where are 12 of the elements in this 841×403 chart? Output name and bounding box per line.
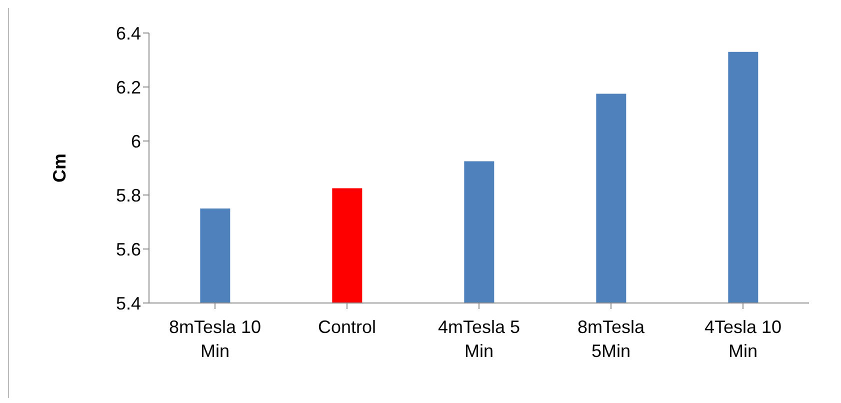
y-tick-label: 5.8	[116, 185, 141, 206]
y-tick-label: 6.2	[116, 77, 141, 98]
y-tick-label: 6	[130, 131, 141, 152]
x-tick-label: Control	[318, 317, 376, 337]
x-tick-label: 8mTesla 10 Min	[168, 317, 262, 361]
y-tick-label: 5.4	[116, 293, 141, 314]
x-tick-label: 4Tesla 10 Min	[704, 317, 782, 361]
x-tick-label: 8mTesla 5Min	[577, 317, 646, 361]
y-tick-label: 6.4	[116, 23, 141, 44]
y-axis-title: Cm	[49, 153, 70, 183]
y-tick-label: 5.6	[116, 239, 141, 260]
x-tick-label: 4mTesla 5 Min	[438, 317, 520, 361]
